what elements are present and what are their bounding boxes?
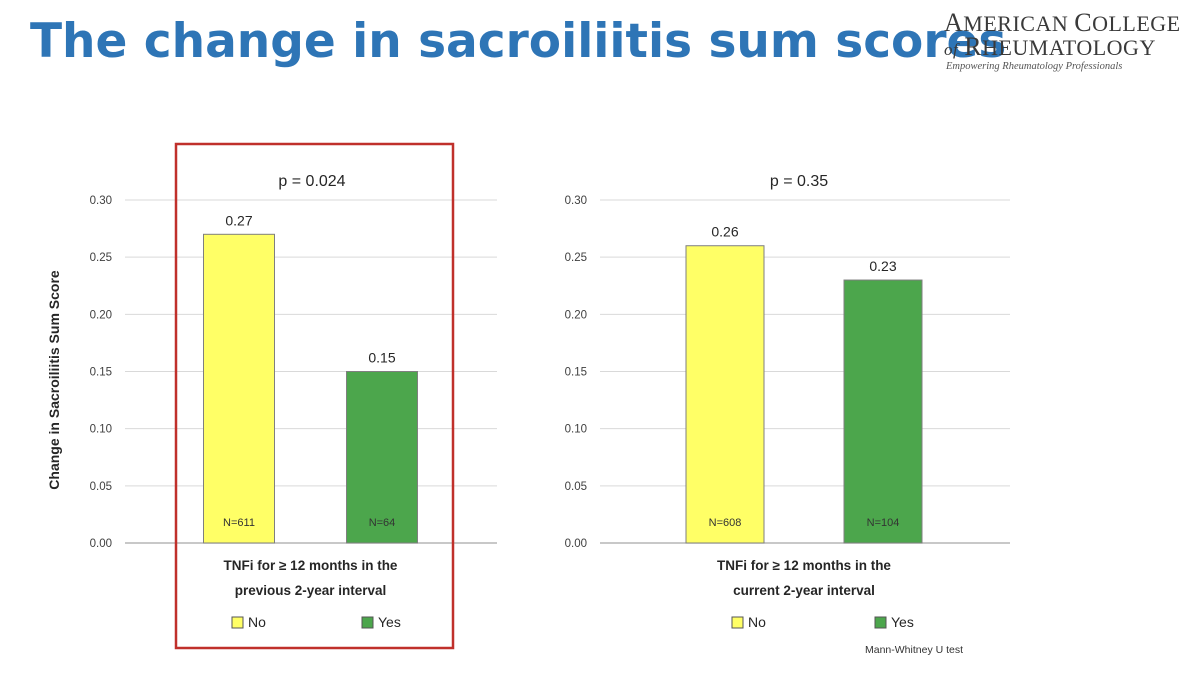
logo-line-1: AMERICAN COLLEGE: [944, 8, 1181, 37]
bar-n-label: N=64: [369, 517, 396, 529]
slide-title: The change in sacroiliitis sum scores: [30, 14, 1007, 69]
bar-yes: [346, 371, 418, 544]
y-tick-label: 0.15: [90, 367, 112, 379]
legend-swatch-no: [731, 616, 744, 629]
y-axis-label: Change in Sacroiliitis Sum Score: [46, 270, 62, 490]
y-tick-label: 0.20: [90, 309, 112, 321]
legend-label: No: [748, 614, 766, 630]
y-tick-label: 0.05: [565, 481, 587, 493]
logo-tagline: Empowering Rheumatology Professionals: [946, 61, 1123, 72]
bar-n-label: N=608: [709, 517, 742, 529]
legend-label: No: [248, 614, 266, 630]
bar-value-label: 0.15: [368, 350, 395, 366]
y-tick-label: 0.05: [90, 481, 112, 493]
highlight-frame: [174, 142, 455, 650]
bar-value-label: 0.26: [711, 224, 738, 240]
legend-swatch-yes: [361, 616, 374, 629]
y-tick-label: 0.20: [565, 309, 587, 321]
x-axis-label: TNFi for ≥ 12 months in the: [224, 558, 398, 573]
bar-n-label: N=104: [867, 517, 900, 529]
x-axis-label: TNFi for ≥ 12 months in the: [717, 558, 891, 573]
y-tick-label: 0.25: [565, 252, 587, 264]
bar-n-label: N=611: [223, 517, 255, 529]
y-tick-label: 0.30: [565, 195, 587, 207]
acr-logo: AMERICAN COLLEGE of RHEUMATOLOGY Empower…: [940, 6, 1180, 76]
y-tick-label: 0.30: [90, 195, 112, 207]
footnote: Mann-Whitney U test: [865, 644, 963, 656]
y-tick-label: 0.10: [565, 424, 587, 436]
bar-value-label: 0.27: [225, 212, 252, 228]
y-tick-label: 0.10: [90, 424, 112, 436]
legend-swatch-yes: [874, 616, 887, 629]
chart-title: p = 0.024: [278, 173, 345, 190]
legend-label: Yes: [378, 614, 401, 630]
bar-value-label: 0.23: [869, 258, 896, 274]
y-tick-label: 0.15: [565, 367, 587, 379]
y-tick-label: 0.25: [90, 252, 112, 264]
bar-no: [203, 233, 275, 544]
y-tick-label: 0.00: [565, 538, 587, 550]
logo-line-2: of RHEUMATOLOGY: [944, 32, 1156, 61]
bar-no: [685, 245, 765, 544]
x-axis-label: current 2-year interval: [733, 583, 875, 598]
chart-title: p = 0.35: [770, 173, 828, 190]
legend-swatch-no: [231, 616, 244, 629]
legend-label: Yes: [891, 614, 914, 630]
bar-yes: [843, 279, 923, 544]
x-axis-label: previous 2-year interval: [235, 583, 387, 598]
y-tick-label: 0.00: [90, 538, 112, 550]
